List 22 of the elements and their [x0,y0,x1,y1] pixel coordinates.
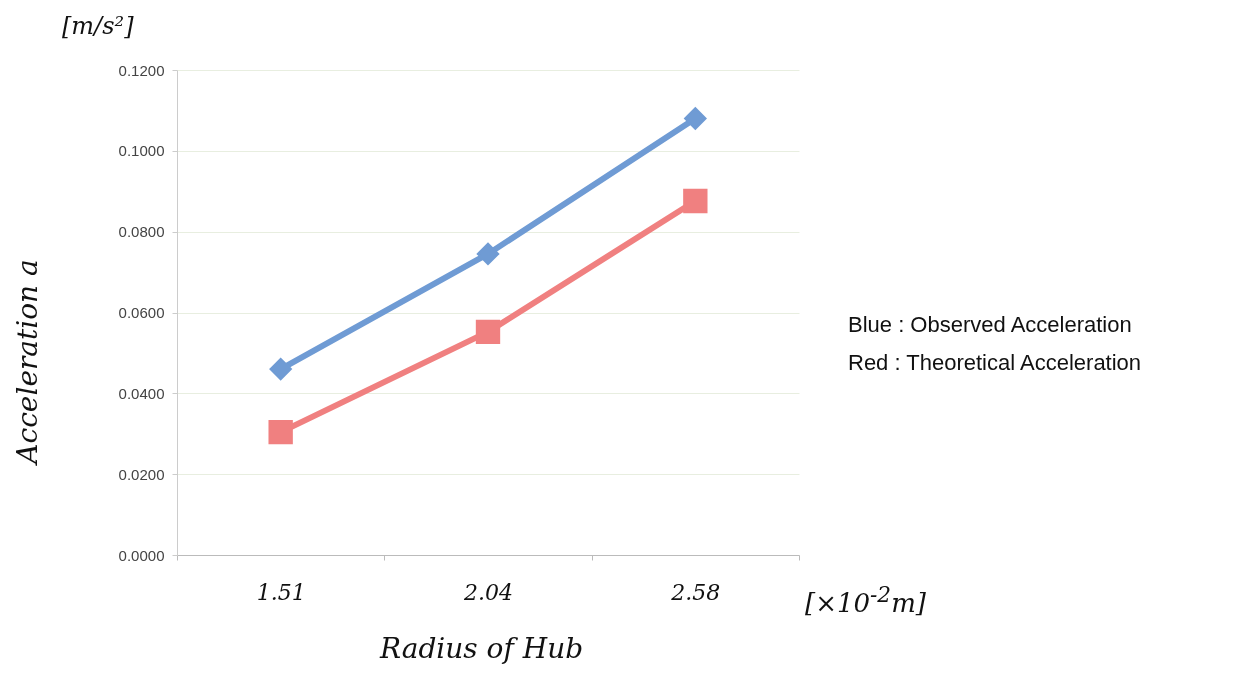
y-tick-label: 0.0400 [118,384,165,402]
point [476,242,500,266]
y-axis-title: Acceleration a [10,259,44,464]
y-tick-label: 0.1200 [118,61,165,79]
y-tick-label: 0.1000 [118,142,165,160]
point [683,188,708,214]
text: Red : Theoretical Acceleration [848,350,1142,376]
point [684,107,707,130]
point [269,357,292,381]
y-tick-label: 0.0600 [118,304,165,321]
text: [×10$^{-2}$m] [805,582,926,618]
x-tick-label: 2.04 [463,579,513,605]
text: Blue : Observed Acceleration [848,312,1132,338]
y-tick-label: 0.0200 [118,465,165,483]
x-tick-label: 2.58 [670,579,721,605]
point [475,319,501,345]
x-tick-label: 1.51 [256,579,306,605]
text: [m/s²] [62,12,134,40]
y-tick-label: 0.0800 [118,223,165,241]
y-tick-label: 0.0000 [118,546,165,564]
x-axis-title: Radius of Hub [380,632,584,665]
point [268,419,293,445]
